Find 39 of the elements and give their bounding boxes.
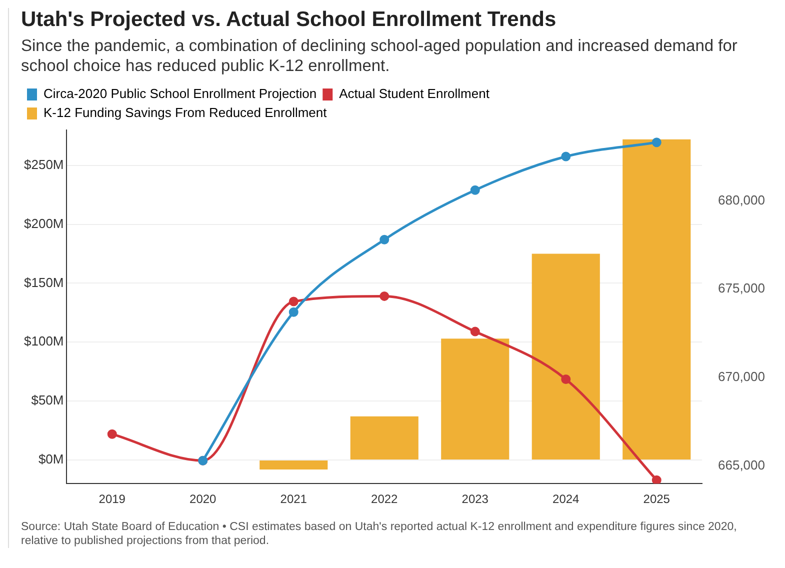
bar: [350, 416, 418, 460]
y2-tick-label: 680,000: [718, 192, 766, 208]
chart-title: Utah's Projected vs. Actual School Enrollment Trends: [21, 8, 558, 32]
chart-subtitle: Since the pandemic, a combination of declining school-aged population and increased demand for school choice has reduced public K-12 enrollment.: [21, 36, 738, 76]
point: [561, 374, 571, 384]
x-tick-label: 2024: [552, 492, 580, 506]
point: [470, 326, 480, 336]
y2-tick-label: 670,000: [718, 369, 766, 384]
legend-label: K-12 Funding Savings From Reduced Enrollment: [44, 105, 328, 120]
x-tick-label: 2025: [643, 492, 670, 506]
point: [288, 307, 298, 317]
x-tick-label: 2020: [190, 492, 217, 506]
y-tick-label: $50M: [31, 392, 64, 408]
bar: [260, 460, 328, 470]
x-tick-label: 2021: [280, 492, 308, 506]
y-tick-label: $200M: [24, 216, 64, 231]
y-tick-label: $0M: [38, 452, 64, 467]
y2-tick-label: 675,000: [718, 280, 766, 296]
bar: [441, 338, 510, 460]
x-tick-label: 2019: [98, 492, 126, 506]
y2-tick-label: 665,000: [718, 458, 766, 472]
y-tick-label: $100M: [24, 334, 64, 349]
x-tick-label: 2023: [462, 492, 489, 506]
point: [652, 138, 662, 148]
source-note: Source: Utah State Board of Education • CSI estimates based on Utah's reported actual K-12 enrollment and expenditure figures since 2020, relative to published projections from that period.: [21, 520, 738, 548]
point: [380, 291, 390, 301]
bar: [622, 139, 691, 460]
point: [380, 234, 390, 244]
point: [561, 152, 571, 162]
bar: [532, 254, 600, 460]
point: [107, 429, 117, 439]
legend-label: Actual Student Enrollment: [339, 86, 490, 102]
x-tick-label: 2022: [371, 492, 398, 506]
legend-label: Circa-2020 Public School Enrollment Projection: [44, 86, 317, 102]
y-tick-label: $250M: [24, 156, 64, 172]
y-tick-label: $150M: [24, 274, 64, 290]
point: [288, 296, 298, 306]
point: [652, 475, 662, 484]
point: [470, 185, 480, 195]
